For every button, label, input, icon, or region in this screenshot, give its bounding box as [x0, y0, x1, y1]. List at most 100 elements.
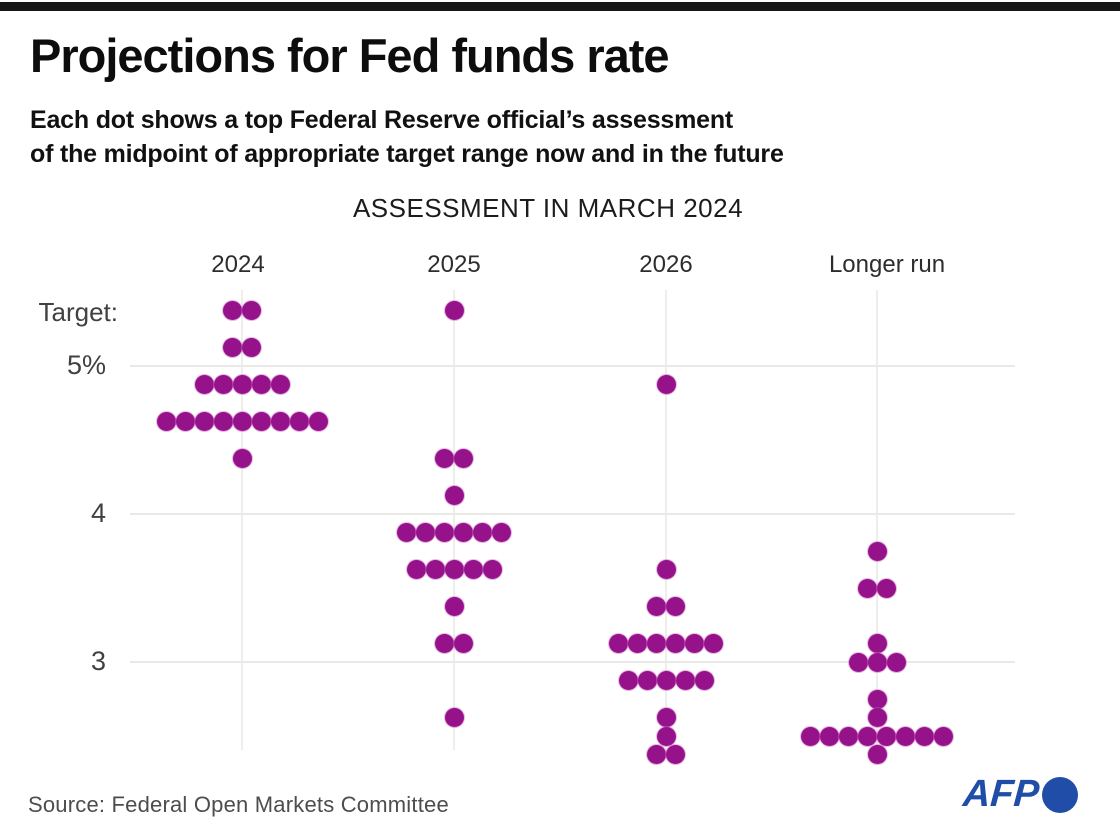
dot — [232, 449, 252, 468]
dot — [886, 652, 906, 672]
dot — [666, 745, 685, 764]
gridline-vertical-2025 — [453, 290, 455, 750]
gridline-3 — [130, 661, 1015, 663]
dot — [896, 726, 915, 746]
gridline-5 — [130, 365, 1015, 367]
dot — [175, 412, 195, 431]
afp-logo-circle-icon — [1042, 777, 1078, 813]
dot — [213, 412, 233, 431]
dot — [867, 541, 887, 561]
gridline-4 — [130, 513, 1015, 515]
dot — [270, 412, 290, 431]
gridline-vertical-2026 — [665, 290, 667, 750]
dot — [801, 726, 820, 746]
dot — [839, 726, 858, 746]
dot — [867, 634, 887, 653]
dot — [647, 745, 666, 764]
dot — [444, 486, 464, 505]
dot — [213, 375, 233, 394]
dot — [435, 523, 454, 542]
dot — [656, 560, 676, 579]
dot — [444, 560, 464, 579]
dot — [416, 523, 435, 542]
dot — [232, 412, 252, 431]
dot — [656, 708, 676, 727]
dot — [685, 634, 704, 653]
dot — [232, 375, 252, 394]
column-header-longer-run: Longer run — [828, 251, 946, 278]
y-tick-label-4: 4 — [90, 498, 106, 528]
dot — [858, 578, 877, 598]
column-header-2026: 2026 — [639, 251, 693, 278]
dot — [251, 412, 271, 431]
y-tick-label-5: 5% — [66, 350, 106, 380]
dot — [242, 338, 261, 357]
dot — [656, 726, 676, 746]
dot — [867, 708, 887, 727]
dot — [397, 523, 416, 542]
dot — [223, 338, 242, 357]
dot — [482, 560, 502, 579]
dot — [656, 671, 676, 690]
dot — [242, 301, 261, 320]
dot — [444, 597, 464, 616]
dot — [647, 597, 666, 616]
dot — [867, 745, 887, 764]
dot — [454, 449, 473, 468]
dot — [444, 301, 464, 320]
dot — [877, 578, 896, 598]
afp-logo: AFP — [961, 772, 1078, 815]
dot — [492, 523, 511, 542]
dot — [289, 412, 309, 431]
dot — [656, 375, 676, 394]
dot — [223, 301, 242, 320]
dot — [820, 726, 839, 746]
dot — [473, 523, 492, 542]
page-title: Projections for Fed funds rate — [30, 29, 670, 82]
dot — [308, 412, 328, 431]
dot — [858, 726, 877, 746]
dot — [609, 634, 628, 653]
source-credit: Source: Federal Open Markets Committee — [28, 792, 449, 817]
y-tick-label-3: 3 — [90, 646, 106, 676]
dot — [867, 689, 887, 709]
dot — [867, 652, 887, 672]
dot — [454, 634, 473, 653]
dot — [666, 597, 685, 616]
subtitle: Each dot shows a top Federal Reserve off… — [30, 103, 1070, 171]
y-axis-title: Target: — [38, 297, 119, 327]
dot — [934, 726, 953, 746]
dot — [425, 560, 445, 579]
dot — [915, 726, 934, 746]
dot — [435, 634, 454, 653]
dot — [628, 634, 647, 653]
dot — [848, 652, 868, 672]
gridline-vertical-2024 — [241, 290, 243, 750]
dot — [454, 523, 473, 542]
dot — [444, 708, 464, 727]
dot — [694, 671, 714, 690]
dot — [618, 671, 638, 690]
column-header-2025: 2025 — [427, 251, 481, 278]
gridline-vertical-longer-run — [876, 290, 878, 750]
chart-title: ASSESSMENT IN MARCH 2024 — [352, 193, 744, 223]
afp-logo-text: AFP — [961, 772, 1041, 815]
dot — [435, 449, 454, 468]
dot — [675, 671, 695, 690]
column-header-2024: 2024 — [211, 251, 265, 278]
dot — [251, 375, 271, 394]
dot — [463, 560, 483, 579]
subtitle-line-1: Each dot shows a top Federal Reserve off… — [30, 106, 734, 134]
dot — [194, 412, 214, 431]
dot — [406, 560, 426, 579]
dot — [156, 412, 176, 431]
dot — [666, 634, 685, 653]
dot — [637, 671, 657, 690]
dot — [704, 634, 723, 653]
dot — [647, 634, 666, 653]
subtitle-line-2: of the midpoint of appropriate target ra… — [30, 140, 784, 168]
dot — [194, 375, 214, 394]
top-bar — [0, 2, 1120, 11]
dot — [270, 375, 290, 394]
